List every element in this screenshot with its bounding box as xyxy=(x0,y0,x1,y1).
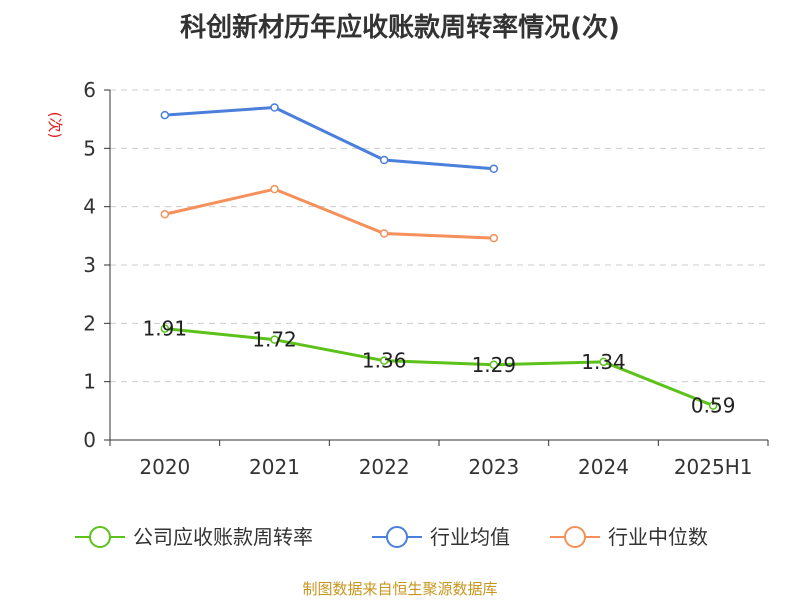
data-point xyxy=(489,164,499,173)
data-point xyxy=(379,356,389,365)
legend-item-1[interactable]: 行业均值 xyxy=(372,525,510,549)
y-tick-label: 3 xyxy=(83,253,96,277)
series-line xyxy=(164,187,494,240)
y-tick-label: 2 xyxy=(83,311,96,335)
data-point xyxy=(599,357,608,367)
legend[interactable]: 公司应收账款周转率 行业均值 行业中位数 xyxy=(75,525,708,549)
y-tick-label: 4 xyxy=(83,195,96,219)
data-point xyxy=(708,401,718,410)
series-line xyxy=(164,106,494,171)
data-point xyxy=(489,233,499,243)
data-point xyxy=(379,155,389,165)
legend-item-0[interactable]: 公司应收账款周转率 xyxy=(75,525,313,549)
x-tick-label: 2022 xyxy=(359,455,410,479)
legend-item-2[interactable]: 行业中位数 xyxy=(550,525,708,549)
y-axis-label: (次) xyxy=(46,112,64,139)
data-label: 1.36 xyxy=(362,349,407,373)
axes: 0 1 2 3 4 5 6 2020 2021 2022 2023 2024 2025H1 xyxy=(83,78,769,479)
y-tick-label: 6 xyxy=(83,78,96,102)
data-point xyxy=(270,335,279,344)
data-point xyxy=(379,229,389,238)
x-tick-label: 2021 xyxy=(249,455,300,479)
x-tick-label: 2024 xyxy=(578,455,629,479)
x-tick-label: 2020 xyxy=(139,455,190,479)
data-label: 1.72 xyxy=(252,328,297,352)
data-point xyxy=(489,360,499,369)
x-tick-label: 2025H1 xyxy=(674,455,753,479)
y-tick-label: 0 xyxy=(83,428,96,452)
legend-marker xyxy=(564,526,586,548)
source-note: 制图数据来自恒生聚源数据库 xyxy=(302,580,497,598)
data-label: 1.91 xyxy=(143,317,188,341)
series-0 xyxy=(160,324,718,410)
legend-marker xyxy=(89,526,111,548)
data-point xyxy=(160,324,170,333)
y-tick-label: 5 xyxy=(83,136,96,160)
data-label: 1.34 xyxy=(581,350,626,374)
legend-marker xyxy=(386,526,408,548)
series-1 xyxy=(160,103,499,173)
data-label: 0.59 xyxy=(691,394,736,418)
series xyxy=(160,103,718,410)
data-labels: 1.91 1.72 1.36 1.29 1.34 0.59 xyxy=(143,317,736,418)
series-line xyxy=(164,327,714,407)
data-point xyxy=(160,210,170,219)
data-point xyxy=(270,184,279,194)
y-tick-label: 1 xyxy=(83,370,96,394)
x-tick-label: 2023 xyxy=(468,455,519,479)
data-point xyxy=(270,103,279,112)
legend-label: 公司应收账款周转率 xyxy=(133,525,313,549)
series-2 xyxy=(160,184,499,243)
data-point xyxy=(160,110,170,120)
chart-title: 科创新材历年应收账款周转率情况(次) xyxy=(180,12,620,43)
data-label: 1.29 xyxy=(472,353,517,377)
legend-label: 行业均值 xyxy=(430,525,510,549)
legend-label: 行业中位数 xyxy=(608,525,708,549)
